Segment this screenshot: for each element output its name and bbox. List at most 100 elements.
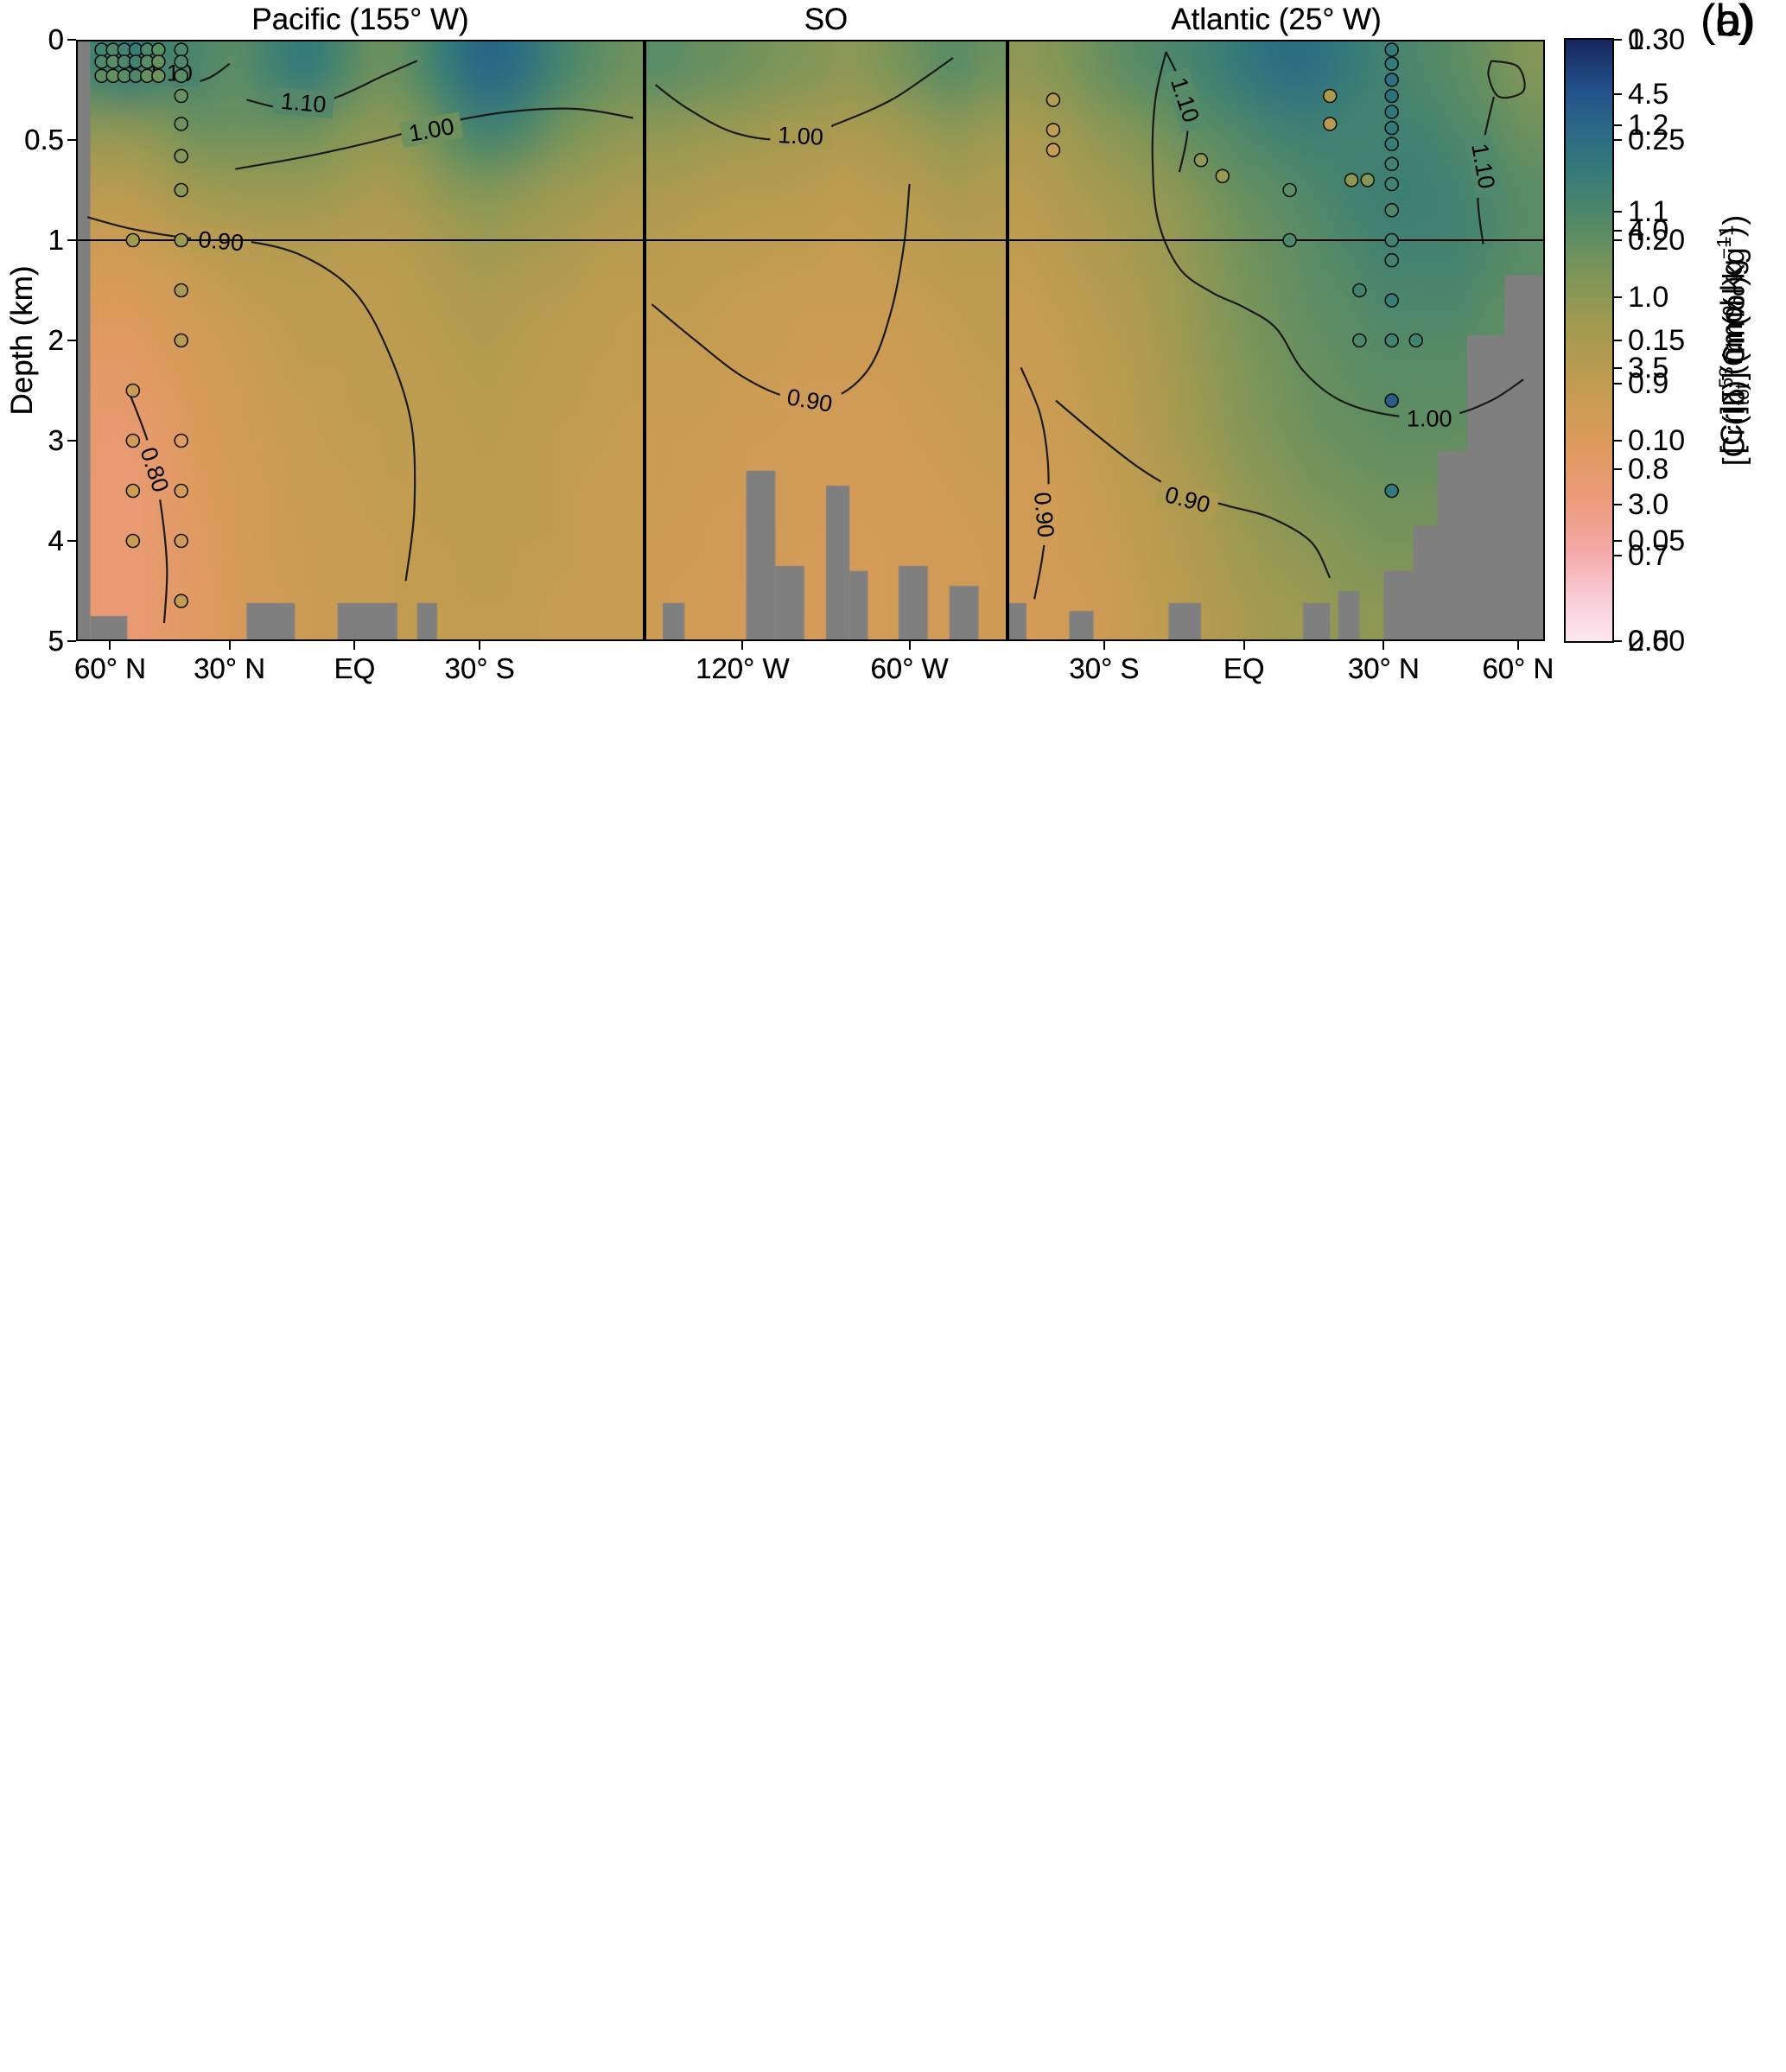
x-tick-label: 60° N (74, 652, 146, 684)
colorbar-tick-label: 2.5 (1628, 625, 1669, 658)
colorbar-tick-label: 0.8 (1628, 453, 1669, 486)
y-tick-label: 3 (48, 424, 64, 456)
colorbar-tick-label: 1.1 (1628, 194, 1669, 228)
x-tick-label: 30° S (1069, 652, 1140, 684)
x-tick-label: 30° S (444, 652, 515, 684)
colorbar-tick-mark (1614, 366, 1622, 369)
subplot-label-a: (a) (1700, 0, 1756, 46)
y-tick-label: 1 (48, 224, 64, 256)
y-tick-label: 3 (48, 424, 64, 456)
y-tick-label: 1 (48, 224, 64, 256)
colorbar-label-part: Cr (‰) (1717, 276, 1751, 367)
colorbar-tick-label: 0.25 (1628, 124, 1686, 156)
y-tick-mark (67, 340, 76, 341)
colorbar-tick-mark (1614, 239, 1622, 241)
subplot-label-b: (b) (1700, 0, 1756, 46)
figure-row-c: (c) Depth (km) Pacific (155° W) SO Atlan… (0, 0, 1786, 690)
y-tick-label: 0.5 (24, 124, 64, 156)
y-tick-label: 2 (48, 324, 64, 356)
x-tick-label: 30° N (194, 652, 266, 684)
x-tick-label: EQ (334, 652, 376, 684)
x-tick-mark (479, 641, 481, 650)
y-tick-mark (67, 39, 76, 41)
colorbar-tick-mark (1614, 468, 1622, 471)
colorbar-tick-label: 0.7 (1628, 538, 1669, 572)
x-tick-label: 120° W (696, 652, 790, 684)
colorbar-tick-mark (1614, 382, 1622, 385)
y-tick-label: 5 (48, 625, 64, 657)
colorbar-c (1564, 38, 1614, 643)
y-tick-label: 2 (48, 324, 64, 356)
y-tick-mark (67, 540, 76, 542)
y-tick-label: 5 (48, 625, 64, 657)
y-tick-mark (67, 640, 76, 642)
colorbar-label-part: 53 (1714, 366, 1738, 389)
colorbar-tick-mark (1614, 296, 1622, 299)
colorbar-tick-label: 1.3 (1628, 23, 1669, 56)
colorbar-label-c: δ53Cr (‰) (1715, 276, 1752, 405)
y-tick-label: 4 (48, 524, 64, 556)
x-tick-mark (109, 641, 111, 650)
colorbar-tick-mark (1614, 540, 1622, 542)
x-tick-label: 60° N (1482, 652, 1554, 684)
colorbar-tick-mark (1614, 340, 1622, 341)
x-tick-label: 30° S (444, 652, 515, 684)
panel-title-atlantic-c: Atlantic (25° W) (1171, 3, 1382, 36)
colorbar-tick-mark (1614, 230, 1622, 232)
panel-title-atlantic-a: Atlantic (25° W) (1171, 3, 1382, 36)
x-tick-label: 30° S (1069, 652, 1140, 684)
x-tick-mark (1516, 641, 1519, 650)
colorbar-tick-mark (1614, 503, 1622, 505)
colorbar-tick-label: 1.0 (1628, 281, 1669, 315)
x-tick-label: 30° N (1347, 652, 1420, 684)
x-tick-label: 60° W (870, 652, 949, 684)
x-tick-label: EQ (334, 652, 376, 684)
x-tick-mark (908, 641, 911, 650)
colorbar-tick-mark (1614, 139, 1622, 141)
x-tick-label: 30° N (194, 652, 266, 684)
x-tick-label: 60° N (1482, 652, 1554, 684)
x-tick-mark (741, 641, 744, 650)
colorbar-tick-label: 0.6 (1628, 625, 1669, 658)
y-tick-label: 1 (48, 224, 64, 256)
colorbar-tick-mark (1614, 554, 1622, 556)
panel-title-so-b: SO (804, 3, 849, 36)
panel-title-pacific-b: Pacific (155° W) (251, 3, 469, 36)
x-tick-label: EQ (1223, 652, 1265, 684)
x-tick-label: 120° W (696, 652, 790, 684)
y-tick-label: 0 (48, 23, 64, 55)
y-tick-mark (67, 440, 76, 442)
heatmap-c-2 (1007, 40, 1545, 641)
x-tick-label: 60° N (74, 652, 146, 684)
panel-title-atlantic-b: Atlantic (25° W) (1171, 3, 1382, 36)
x-tick-label: 30° S (1069, 652, 1140, 684)
colorbar-tick-label: 0.10 (1628, 424, 1686, 457)
colorbar-tick-mark (1614, 124, 1622, 127)
y-tick-label: 0.5 (24, 124, 64, 156)
x-tick-label: EQ (1223, 652, 1265, 684)
x-tick-label: 30° S (444, 652, 515, 684)
x-tick-mark (1243, 641, 1245, 650)
subplot-label-c: (c) (1700, 0, 1753, 46)
colorbar-tick-label: 0.05 (1628, 524, 1686, 557)
x-tick-label: 60° N (74, 652, 146, 684)
panel-title-pacific-c: Pacific (155° W) (251, 3, 469, 36)
heatmap-c-0 (76, 40, 645, 641)
colorbar-tick-mark (1614, 440, 1622, 442)
x-tick-mark (228, 641, 231, 650)
colorbar-tick-label: 4.5 (1628, 78, 1669, 111)
x-tick-mark (353, 641, 356, 650)
colorbar-tick-label: 0.20 (1628, 224, 1686, 257)
colorbar-tick-label: 3.5 (1628, 351, 1669, 385)
colorbar-tick-label: 4.0 (1628, 214, 1669, 248)
x-tick-mark (1382, 641, 1385, 650)
y-tick-label: 2 (48, 324, 64, 356)
colorbar-tick-label: 3.0 (1628, 487, 1669, 521)
y-tick-label: 0 (48, 23, 64, 55)
x-tick-label: 30° N (194, 652, 266, 684)
x-tick-label: 30° N (1347, 652, 1420, 684)
y-tick-label: 4 (48, 524, 64, 556)
y-tick-mark (67, 139, 76, 141)
x-tick-label: EQ (1223, 652, 1265, 684)
